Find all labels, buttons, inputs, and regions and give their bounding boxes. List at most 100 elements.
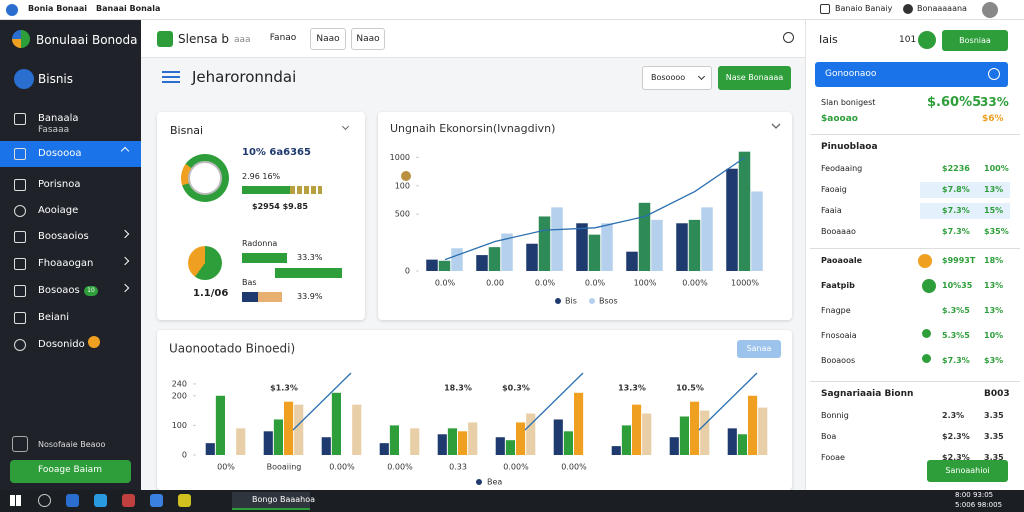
nav-item[interactable]: Dosoooa	[0, 141, 141, 167]
row-label: Faoaig	[821, 185, 847, 194]
task-icon[interactable]	[178, 494, 191, 507]
annotation: 18.3%	[444, 384, 472, 393]
donut-hole	[188, 161, 222, 195]
bar	[642, 413, 652, 455]
y-tick-label: 240	[172, 379, 187, 388]
legend-label: Bsos	[599, 297, 618, 306]
nav-item[interactable]: Bosoaos 10	[0, 278, 141, 304]
nav-icon	[14, 205, 26, 217]
row-value: 5.3%5	[942, 331, 970, 340]
nav-icon	[14, 339, 26, 351]
row-highlight	[920, 182, 1010, 198]
row-label: Booaoos	[821, 356, 856, 365]
bar	[236, 428, 246, 455]
pie	[188, 246, 222, 280]
nav-item[interactable]: Fhoaaogan	[0, 251, 141, 277]
card	[157, 330, 792, 490]
nav-item[interactable]: Dosonido	[0, 332, 141, 358]
right-title: Iais	[819, 33, 838, 46]
sub-label: Radonna	[242, 239, 278, 248]
x-tick-label: 0.00%	[329, 463, 355, 472]
right-count: 101	[899, 35, 917, 45]
section-note: B003	[984, 389, 1010, 399]
nav-label: Fhoaaogan	[38, 258, 94, 269]
row-change: 3.35	[984, 411, 1004, 420]
start[interactable]	[10, 495, 21, 506]
status-icon	[903, 4, 913, 14]
header-tab[interactable]: Naao	[351, 28, 385, 50]
select[interactable]: Bosoooo	[642, 66, 712, 90]
nav-item[interactable]: Bisnis	[0, 67, 141, 93]
progress	[290, 186, 322, 194]
y-tick-label: 100	[172, 421, 187, 430]
chevron	[771, 123, 781, 129]
nav-label: Dosonido	[38, 339, 85, 350]
nav-item[interactable]: Banaala Fasaaa	[0, 106, 141, 140]
row-highlight	[920, 203, 1010, 219]
nav-item[interactable]: Beiani	[0, 305, 141, 331]
progress	[242, 186, 290, 194]
nav-icon	[14, 148, 26, 160]
bar	[576, 223, 588, 271]
x-tick-label: 0.00%	[682, 279, 708, 288]
badge: 10	[84, 286, 98, 296]
nav-icon	[14, 258, 26, 270]
trend-arrow	[524, 372, 584, 431]
bar	[679, 416, 689, 455]
header-tab[interactable]: Naao	[310, 28, 346, 50]
task-icon[interactable]	[150, 494, 163, 507]
nav-icon	[14, 113, 26, 125]
page-button[interactable]: Nase Bonaaaa	[718, 66, 791, 90]
task-icon[interactable]	[122, 494, 135, 507]
right-button[interactable]: Bosniaa	[942, 30, 1008, 51]
separator	[810, 248, 1020, 249]
row-change: 100%	[984, 164, 1009, 173]
y-tick-label: 0	[182, 451, 187, 460]
legend-swatch	[476, 479, 482, 485]
row-change: 15%	[984, 206, 1004, 215]
tab[interactable]: Bonia Bonaai	[28, 4, 88, 13]
nav-label: Bosoaos	[38, 285, 80, 296]
annotation: $0.3%	[502, 384, 530, 393]
row-value: $2.3%	[942, 453, 970, 462]
bar	[611, 446, 621, 455]
chart: Ungnaih Ekonorsin(Ivnagdivn) 0 500 100 1000 0…	[390, 122, 781, 306]
bar	[688, 219, 701, 271]
brand: Bonulaai Bonoda	[36, 33, 138, 47]
nav-item[interactable]: Aooiage	[0, 198, 141, 224]
task-app[interactable]: Bongo Baaahoa	[232, 492, 315, 510]
row-change: 13%	[984, 185, 1004, 194]
right-footer-button[interactable]: Sanoaahioi	[927, 460, 1008, 482]
search[interactable]	[783, 32, 794, 43]
chart-title: Ungnaih Ekonorsin(Ivnagdivn)	[390, 122, 555, 135]
bar	[601, 223, 613, 271]
bar	[426, 259, 438, 271]
header-tab[interactable]: Fanao	[269, 33, 297, 43]
sidebar-button[interactable]: Fooage Baiam	[10, 460, 131, 483]
task-icon[interactable]	[38, 494, 51, 507]
bar	[737, 434, 747, 455]
row-icon	[922, 329, 931, 338]
trend-line	[444, 156, 746, 261]
app-icon	[6, 4, 18, 16]
chart-title: Uaonootado Binoedi)	[169, 342, 295, 356]
bar	[676, 223, 688, 271]
row-value: $7.3%	[942, 206, 970, 215]
x-tick-label: 0.0%	[535, 279, 556, 288]
bar	[574, 392, 584, 455]
chart-button[interactable]: Sanaa	[737, 340, 781, 358]
bar	[438, 260, 451, 271]
tab[interactable]: Banaai Bonala	[96, 4, 161, 13]
row-label: Bonnig	[821, 411, 849, 420]
row-value: $7.3%	[942, 227, 970, 236]
task-icon[interactable]	[94, 494, 107, 507]
nav-item[interactable]: Boosaoios	[0, 224, 141, 250]
row-change: 13%	[984, 281, 1004, 290]
bar	[690, 401, 700, 455]
task-icon[interactable]	[66, 494, 79, 507]
trend-arrow	[292, 372, 352, 431]
x-tick-label: 1000%	[731, 279, 759, 288]
nav-item[interactable]: Porisnoa	[0, 172, 141, 198]
footer-icon	[12, 436, 28, 452]
progress	[275, 268, 342, 278]
